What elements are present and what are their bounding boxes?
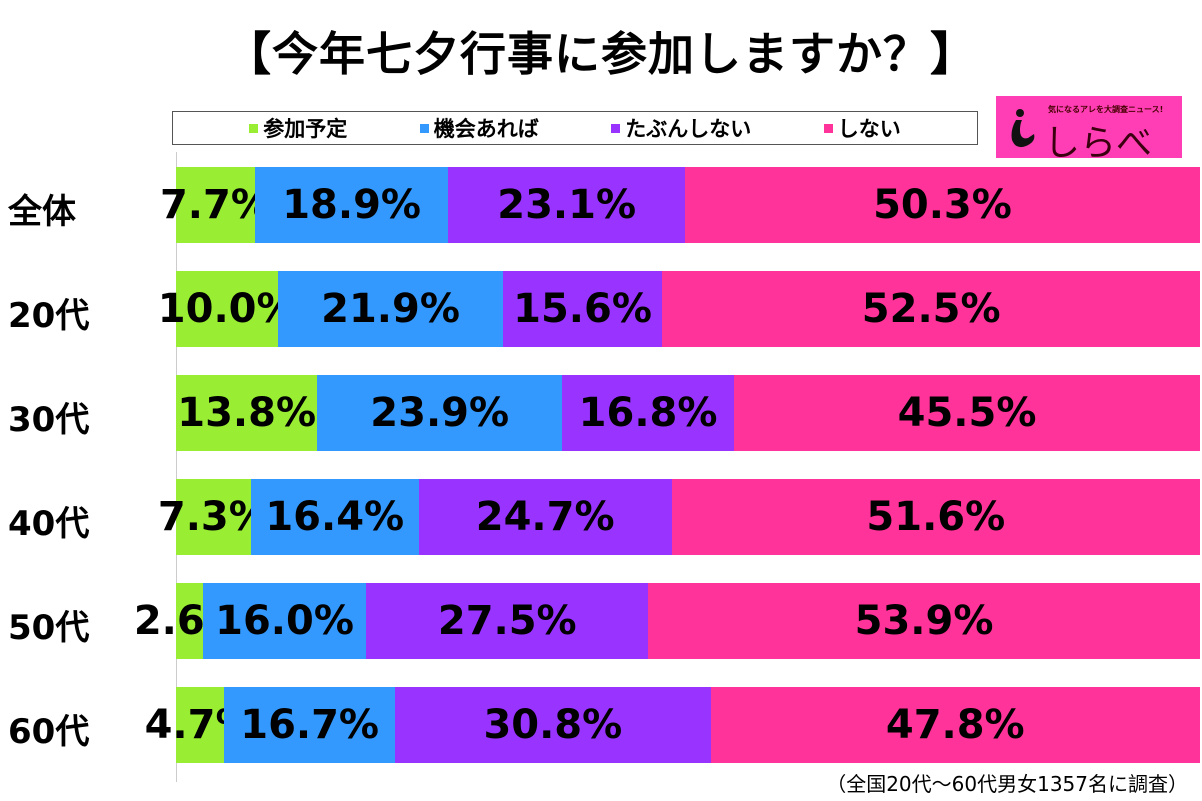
- data-label: 53.9%: [854, 598, 994, 644]
- legend-swatch: [823, 123, 833, 133]
- bar-segment: [317, 375, 563, 451]
- bar-segment: [176, 375, 318, 451]
- bar-segment: [176, 687, 225, 763]
- data-label: 15.6%: [513, 286, 652, 332]
- bar-segment: [662, 271, 1200, 347]
- category-label: 40代: [8, 504, 90, 544]
- bar-segment: [278, 271, 503, 347]
- bar-segment: [224, 687, 396, 763]
- bar-segment: [176, 271, 279, 347]
- category-label: 30代: [8, 400, 90, 440]
- bar-segment: [366, 583, 649, 659]
- bar-segment: [671, 479, 1200, 555]
- bar-segment: [562, 375, 735, 451]
- y-axis-line: [176, 152, 177, 782]
- bar-segment: [418, 479, 672, 555]
- data-label: 21.9%: [321, 286, 460, 332]
- bar-segment: [202, 583, 367, 659]
- data-label: 10.0%: [157, 286, 297, 332]
- bar-segment: [710, 687, 1200, 763]
- bar-segment: [176, 167, 255, 243]
- legend-label: しない: [837, 117, 901, 141]
- legend-label: たぶんしない: [625, 117, 752, 141]
- legend-label: 参加予定: [263, 117, 348, 141]
- chart-title: 【今年七夕行事に参加しますか？】: [225, 27, 977, 81]
- data-label: 13.8%: [177, 390, 317, 436]
- legend: 参加予定 機会あれば たぶんしない しない: [172, 111, 978, 145]
- sirabee-logo: 気になるアレを大調査ニュース! しらべぇ: [996, 96, 1182, 216]
- category-label: 50代: [8, 608, 90, 648]
- data-label: 16.0%: [215, 598, 354, 644]
- data-label: 16.8%: [578, 390, 718, 436]
- data-label: 24.7%: [475, 494, 615, 540]
- bar-segment: [734, 375, 1200, 451]
- data-label: 45.5%: [897, 390, 1037, 436]
- bar-segment: [648, 583, 1200, 659]
- bar-segment: [502, 271, 663, 347]
- data-label: 50.3%: [873, 182, 1012, 228]
- data-label: 7.7%: [159, 182, 271, 228]
- legend-swatch: [611, 123, 621, 133]
- bar-segment: [684, 167, 1200, 243]
- data-label: 52.5%: [861, 286, 1001, 332]
- legend-item: たぶんしない: [611, 113, 751, 143]
- legend-label: 機会あれば: [433, 117, 539, 141]
- legend-swatch: [419, 123, 429, 133]
- legend-item: 参加予定: [249, 113, 347, 143]
- data-label: 23.1%: [497, 182, 637, 228]
- logo-tagline: 気になるアレを大調査ニュース!: [1048, 105, 1164, 114]
- data-label: 23.9%: [370, 390, 510, 436]
- data-label: 47.8%: [885, 702, 1025, 748]
- legend-item: 機会あれば: [419, 113, 539, 143]
- legend-item: しない: [823, 113, 901, 143]
- logo-mark-icon: [1011, 109, 1035, 148]
- category-label: 60代: [8, 712, 90, 752]
- category-label: 全体: [8, 192, 76, 232]
- category-label: 20代: [8, 296, 90, 336]
- data-label: 30.8%: [483, 702, 623, 748]
- data-label: 16.4%: [265, 494, 405, 540]
- survey-note: （全国20代～60代男女1357名に調査）: [826, 772, 1188, 796]
- bar-segment: [176, 479, 251, 555]
- bar-segment: [176, 583, 203, 659]
- bar-segment: [448, 167, 685, 243]
- data-label: 27.5%: [437, 598, 577, 644]
- bar-segment: [254, 167, 449, 243]
- data-label: 16.7%: [240, 702, 380, 748]
- data-label: 7.3%: [157, 494, 269, 540]
- legend-swatch: [249, 123, 259, 133]
- data-label: 18.9%: [282, 182, 421, 228]
- bar-segment: [250, 479, 419, 555]
- data-label: 51.6%: [866, 494, 1006, 540]
- bar-segment: [395, 687, 711, 763]
